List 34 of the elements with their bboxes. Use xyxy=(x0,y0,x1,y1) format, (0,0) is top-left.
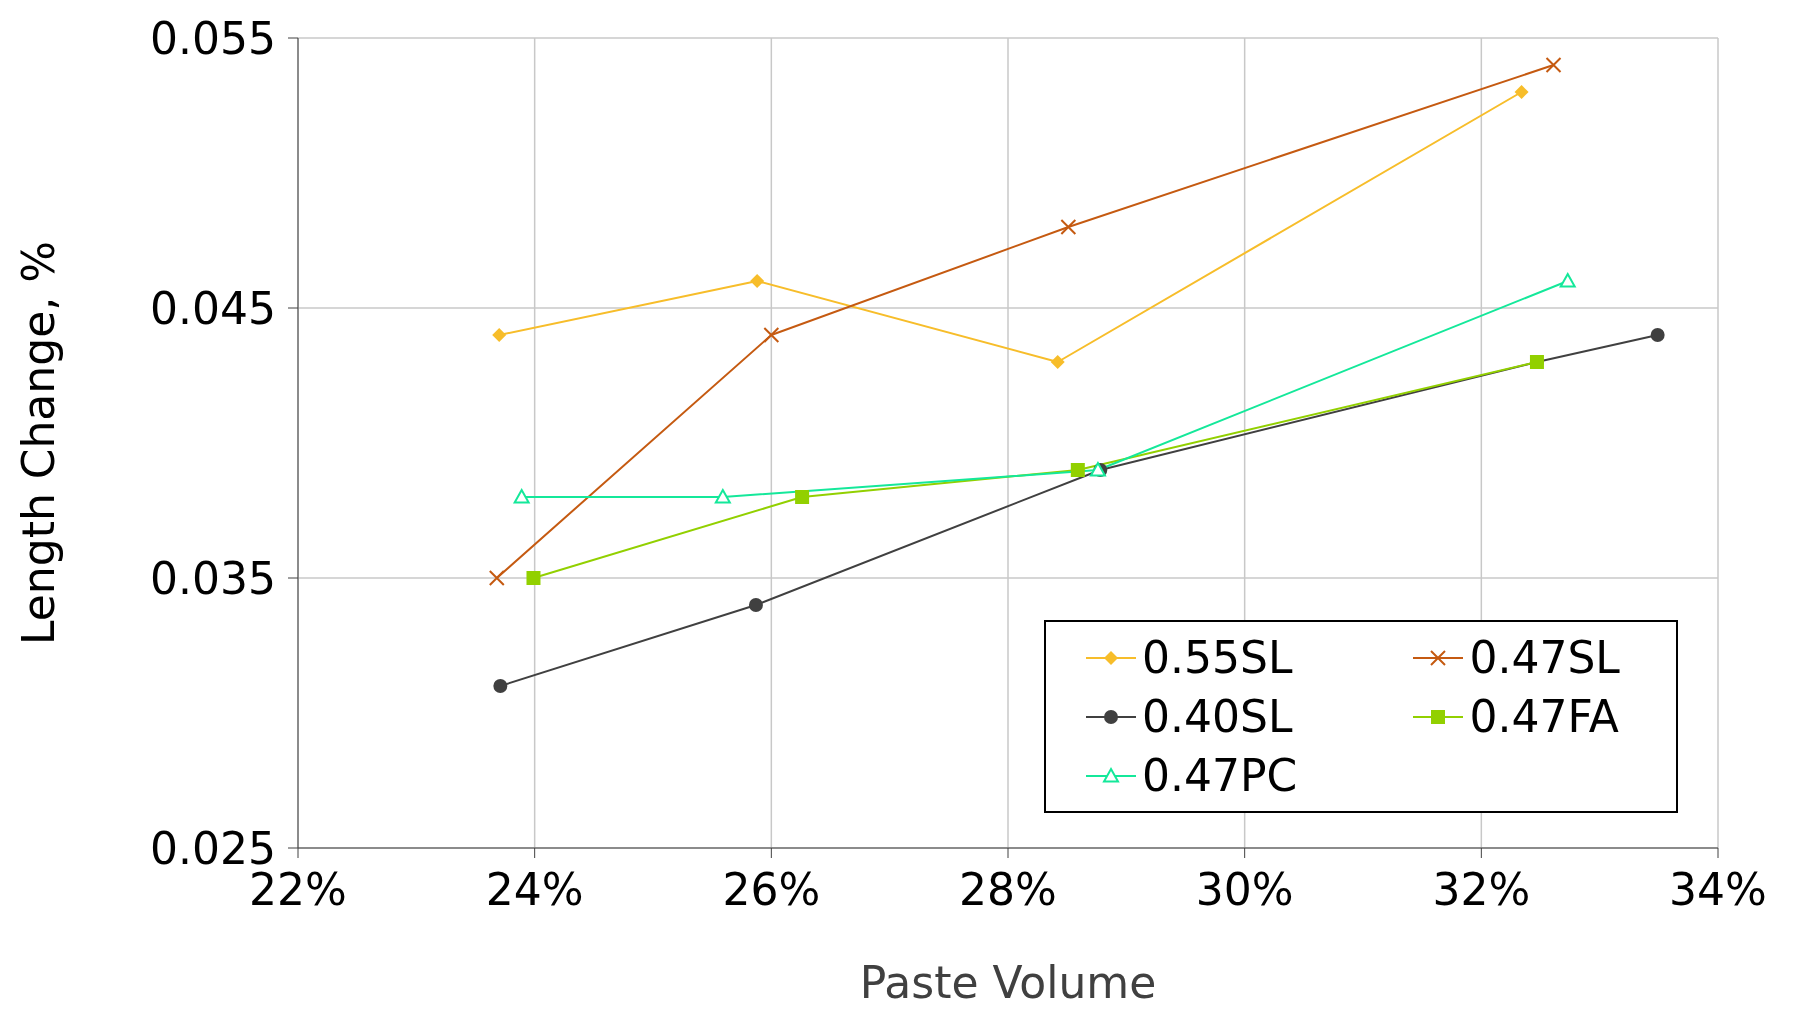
legend-label: 0.40SL xyxy=(1142,691,1293,742)
point xyxy=(493,679,508,693)
point xyxy=(513,489,530,504)
point xyxy=(795,490,810,504)
x-tick-label: 32% xyxy=(1432,864,1531,916)
point xyxy=(492,328,507,342)
legend-label: 0.47SL xyxy=(1469,632,1620,683)
y-tick-label: 0.035 xyxy=(150,552,276,604)
y-tick-label: 0.045 xyxy=(150,282,276,334)
point xyxy=(714,489,731,504)
point xyxy=(1070,463,1085,477)
point xyxy=(750,274,765,288)
point xyxy=(526,571,541,585)
point xyxy=(488,570,505,586)
legend-label: 0.55SL xyxy=(1142,632,1293,683)
point xyxy=(1050,355,1065,369)
x-tick-label: 34% xyxy=(1669,864,1767,916)
point xyxy=(748,598,763,612)
x-tick-label: 26% xyxy=(722,864,821,916)
x-tick-label: 24% xyxy=(485,864,584,916)
y-axis-title: Length Change, % xyxy=(12,241,64,645)
point xyxy=(1514,85,1529,99)
x-tick-label: 30% xyxy=(1195,864,1294,916)
point xyxy=(1559,273,1576,288)
x-tick-label: 28% xyxy=(959,864,1057,916)
legend-label: 0.47PC xyxy=(1142,750,1298,801)
x-axis-title: Paste Volume xyxy=(859,957,1157,1008)
legend-label: 0.47FA xyxy=(1469,691,1619,742)
point xyxy=(1545,57,1562,73)
point xyxy=(1060,219,1077,235)
point xyxy=(1089,462,1106,477)
point xyxy=(763,327,780,343)
point xyxy=(1650,328,1665,342)
y-tick-label: 0.055 xyxy=(150,12,276,64)
